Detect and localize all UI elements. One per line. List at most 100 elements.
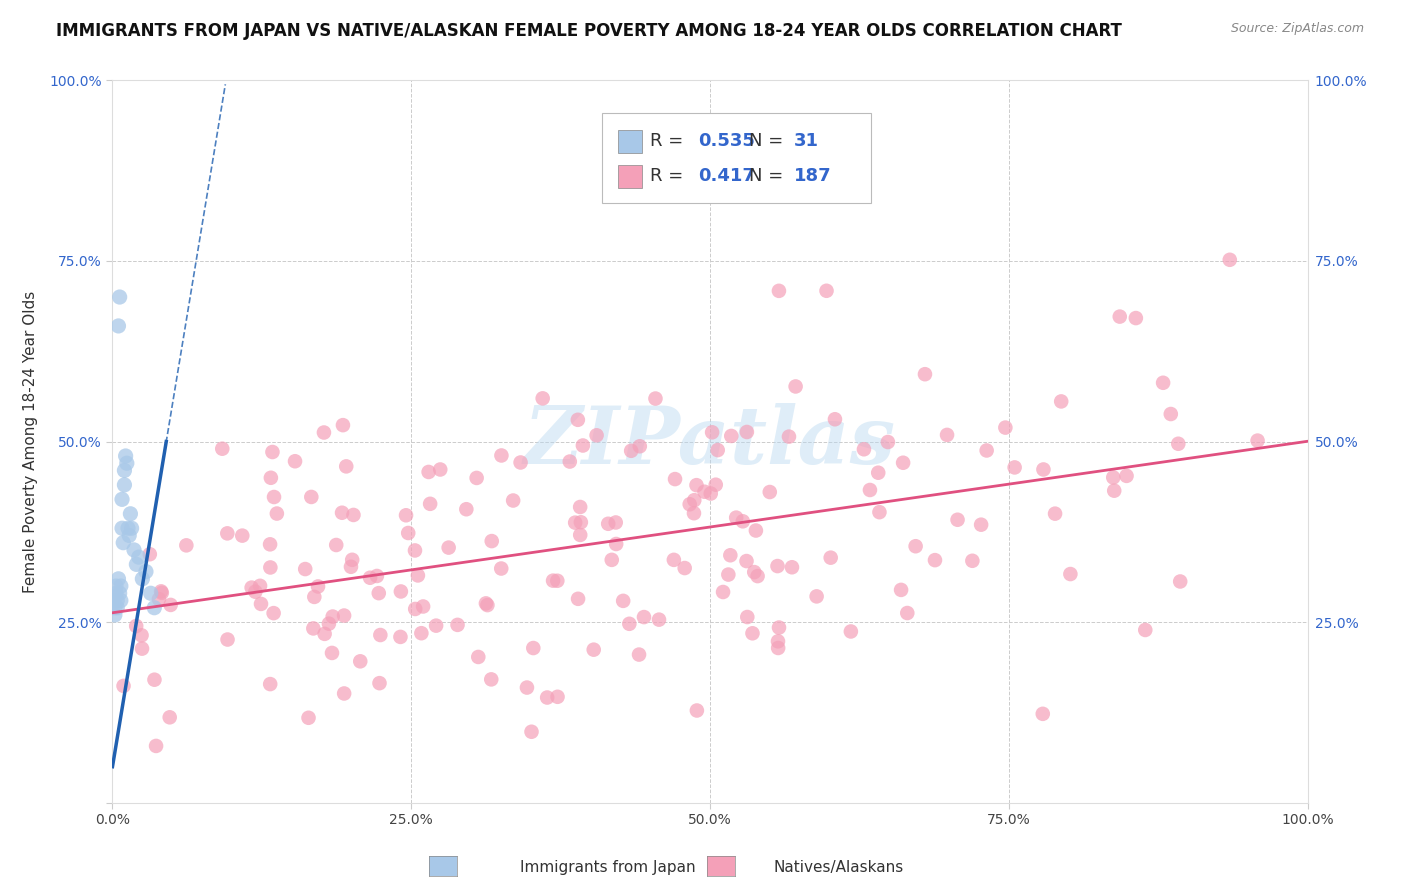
Text: N =: N = [749,132,789,151]
Point [368,676,391,690]
Point [994,420,1017,434]
Point [111,492,134,507]
Point [731,514,754,528]
Point [108,586,131,600]
Point [260,471,283,485]
Point [673,561,696,575]
Point [367,586,389,600]
Point [766,634,789,648]
Point [600,553,623,567]
FancyBboxPatch shape [619,129,643,153]
Text: R =: R = [650,132,689,151]
Point [411,626,433,640]
Point [852,442,875,457]
Point [1125,311,1147,326]
Point [139,586,162,600]
Point [700,425,723,440]
Point [725,510,748,524]
Point [429,462,451,476]
Point [633,610,655,624]
Point [628,439,651,453]
Point [778,429,800,443]
Point [572,438,595,452]
Point [768,284,790,298]
Point [389,584,412,599]
Point [737,610,759,624]
Point [159,710,181,724]
Point [250,597,273,611]
Point [332,418,354,433]
Point [266,507,288,521]
Point [325,538,347,552]
Point [768,621,790,635]
Point [1152,376,1174,390]
Point [125,558,148,572]
Point [359,571,381,585]
Text: N =: N = [749,167,789,186]
Point [536,690,558,705]
Point [150,584,173,599]
Point [758,485,780,500]
Point [1102,470,1125,484]
Point [491,561,513,575]
Point [976,443,998,458]
Point [118,528,141,542]
Point [522,640,544,655]
Point [262,445,284,459]
Point [217,526,239,541]
Point [263,606,285,620]
Point [477,598,499,612]
Point [582,642,605,657]
Point [104,600,127,615]
Point [404,602,426,616]
Point [131,628,153,642]
Point [342,508,364,522]
Point [121,521,143,535]
Point [1032,706,1054,721]
Point [437,541,460,555]
Point [547,690,569,704]
Point [891,456,914,470]
FancyBboxPatch shape [603,112,872,203]
Point [558,454,581,468]
Point [541,574,564,588]
Point [785,379,807,393]
Text: 31: 31 [793,132,818,151]
Point [868,505,890,519]
Point [259,537,281,551]
Point [304,590,326,604]
Point [475,596,498,610]
Point [114,478,135,492]
Point [491,449,513,463]
Point [321,646,343,660]
Point [859,483,882,497]
Point [914,368,936,382]
Point [419,497,441,511]
Point [105,586,128,600]
Point [312,425,335,440]
Point [114,449,136,463]
Point [766,640,789,655]
Point [620,443,643,458]
Point [139,547,162,561]
Point [211,442,233,456]
Point [108,290,131,304]
Point [366,569,388,583]
Point [297,711,319,725]
Point [340,553,363,567]
Point [231,528,253,542]
Point [117,521,139,535]
Point [686,704,709,718]
Point [569,528,592,542]
Text: Immigrants from Japan: Immigrants from Japan [520,860,696,874]
Point [299,490,322,504]
Y-axis label: Female Poverty Among 18-24 Year Olds: Female Poverty Among 18-24 Year Olds [24,291,38,592]
Point [683,506,706,520]
Point [131,641,153,656]
Point [111,521,134,535]
Point [318,616,340,631]
Point [333,608,356,623]
Point [605,516,627,530]
Point [148,592,170,607]
Point [302,622,325,636]
